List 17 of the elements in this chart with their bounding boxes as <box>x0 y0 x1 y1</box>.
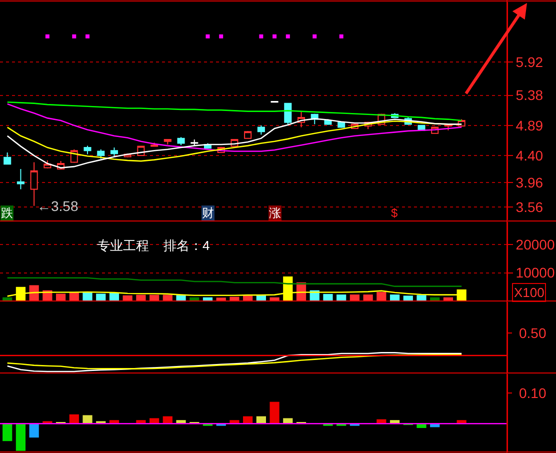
y-tick-label: 5.38 <box>516 87 544 104</box>
annotation: 涨 <box>269 206 281 220</box>
y-tick-label: 10000 <box>516 264 555 281</box>
text: 0.50 <box>519 325 546 341</box>
y-tick-label: 3.56 <box>516 199 544 215</box>
y-tick-label: 20000 <box>516 236 555 252</box>
y-tick-label: 5.92 <box>516 54 544 70</box>
y-tick-label: 3.96 <box>516 174 544 190</box>
y-axis-title: X100 <box>514 285 544 300</box>
text: 专业工程 排名：4 <box>97 238 210 253</box>
annotation: ←3.58 <box>37 198 78 214</box>
annotation: 跌 <box>1 206 13 220</box>
y-tick-label: 4.40 <box>516 147 544 164</box>
annotation: $ <box>391 206 398 220</box>
annotation: 财 <box>202 206 214 220</box>
text: 0.10 <box>519 385 546 401</box>
y-tick-label: 4.89 <box>516 117 544 134</box>
